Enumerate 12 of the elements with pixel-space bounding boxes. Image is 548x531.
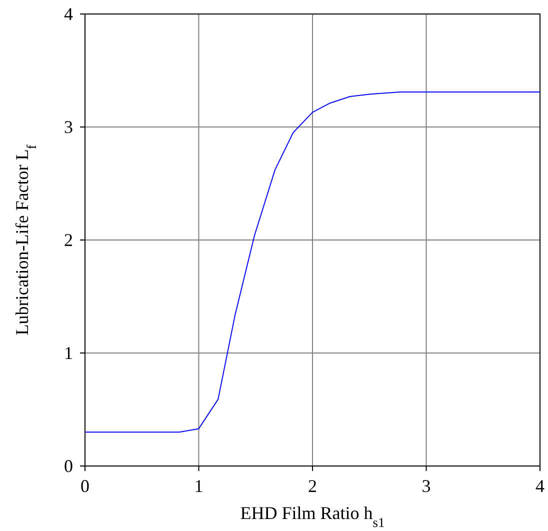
x-axis-title: EHD Film Ratio h$_{s1}$ xyxy=(240,503,385,530)
x-tick-label: 3 xyxy=(422,476,431,496)
y-tick-label: 3 xyxy=(64,117,73,137)
x-tick-label: 4 xyxy=(536,476,544,496)
x-tick-label: 1 xyxy=(194,476,204,496)
y-tick-label: 0 xyxy=(64,456,73,476)
x-tick-label: 2 xyxy=(308,476,317,496)
x-tick-label: 0 xyxy=(80,476,90,496)
y-tick-label: 4 xyxy=(64,4,73,24)
line-series xyxy=(84,91,540,433)
y-tick-label: 2 xyxy=(64,230,73,250)
y-tick-label: 1 xyxy=(64,343,73,363)
